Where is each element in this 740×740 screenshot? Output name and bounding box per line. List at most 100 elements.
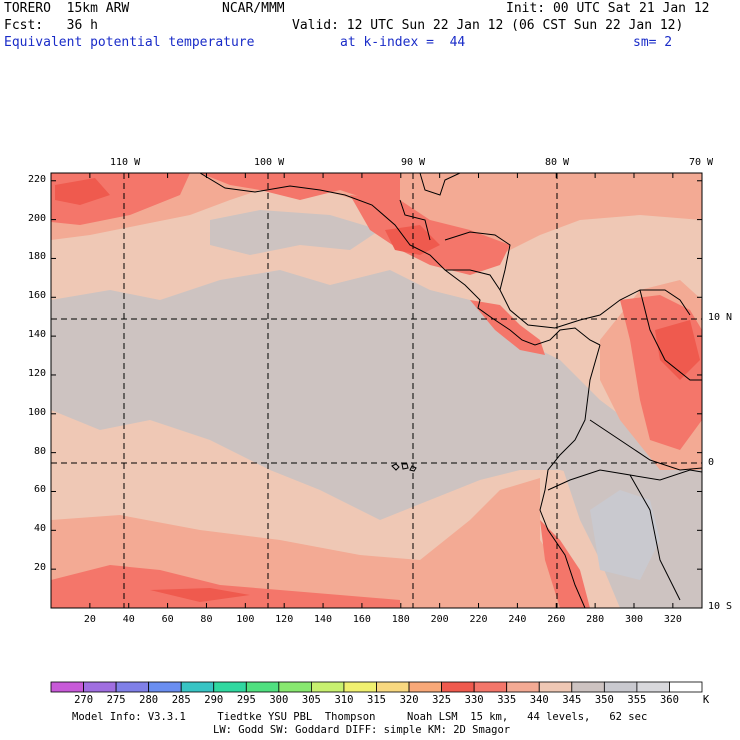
region-335-pacific-south (51, 565, 400, 608)
colorbar-swatch (115, 681, 150, 693)
colorbar-swatch (603, 681, 638, 693)
colorbar-swatch (571, 681, 605, 693)
colorbar-label: 310 (334, 694, 354, 706)
colorbar-swatch (669, 681, 703, 693)
colorbar-label: 285 (171, 694, 191, 706)
x-index-label: 300 (624, 614, 644, 625)
border-nicaragua (445, 269, 501, 291)
y-index-label: 220 (27, 173, 46, 185)
x-index-label: 140 (314, 614, 333, 625)
tick-marks (51, 173, 702, 608)
colorbar-label: 295 (236, 694, 256, 706)
colorbar-swatch (376, 681, 410, 693)
colorbar-swatch (83, 681, 117, 693)
y-index-label: 40 (33, 523, 46, 535)
x-index-label: 320 (663, 614, 682, 625)
region-330-honduras (385, 225, 440, 255)
colorbar-label: 350 (594, 694, 614, 706)
x-index-label: 120 (275, 614, 294, 625)
y-index-label: 60 (33, 484, 46, 496)
y-index-label: 140 (27, 329, 46, 341)
level-label: at k-index = 44 (340, 35, 466, 50)
x-index-label: 60 (161, 614, 174, 625)
colorbar-unit: K (702, 694, 710, 706)
region-350-north (51, 270, 702, 520)
colorbar-label: 280 (139, 694, 159, 706)
y-index-label: 200 (27, 212, 46, 224)
colorbar-swatch (50, 681, 84, 693)
x-index-label: 160 (352, 614, 371, 625)
lon-label-80w: 80 W (545, 157, 570, 168)
region-330-south (150, 588, 250, 602)
colorbar-label: 355 (627, 694, 647, 706)
colorbar-swatch (245, 681, 280, 693)
y-index-label: 80 (33, 445, 46, 457)
model-title: TORERO 15km ARW (4, 1, 130, 16)
y-index-label: 20 (33, 562, 46, 574)
coastline-south-america (539, 344, 601, 608)
coastline-caribbean (444, 231, 691, 329)
colorbar-swatch (180, 681, 215, 693)
footer-model-info: Model Info: V3.3.1 Tiedtke YSU PBL Thomp… (72, 711, 648, 723)
colorbar-swatch (506, 681, 540, 693)
y-index-label: 160 (27, 290, 46, 302)
colorbar-label: 275 (106, 694, 126, 706)
border-venezuela (639, 289, 702, 381)
colorbar-label: 325 (432, 694, 452, 706)
x-index-label: 200 (430, 614, 449, 625)
region-335-peru-coast (540, 520, 590, 608)
lat-label-0: 0 (708, 457, 715, 468)
plot-frame (50, 172, 703, 609)
forecast-hour: Fcst: 36 h (4, 18, 98, 33)
colorbar (50, 681, 703, 693)
region-330-colombia (655, 320, 700, 380)
valid-time: Valid: 12 UTC Sun 22 Jan 12 (06 CST Sun … (292, 18, 684, 33)
colorbar-label: 300 (269, 694, 289, 706)
x-index-label: 260 (547, 614, 566, 625)
x-index-label: 100 (236, 614, 255, 625)
lat-label-10n: 10 N (708, 312, 733, 323)
border-colombia-ecuador (589, 419, 702, 471)
y-index-label: 120 (27, 367, 46, 379)
coastline-gulf (419, 173, 461, 196)
colorbar-label: 305 (301, 694, 321, 706)
x-index-label: 20 (83, 614, 96, 625)
colorbar-swatch (441, 681, 475, 693)
colorbar-label: 335 (497, 694, 517, 706)
region-340-south (51, 478, 580, 608)
x-index-label: 240 (508, 614, 527, 625)
colorbar-label: 340 (529, 694, 549, 706)
colorbar-swatch (148, 681, 182, 693)
colorbar-swatch (636, 681, 670, 693)
x-index-label: 40 (122, 614, 135, 625)
region-330-north (55, 178, 110, 205)
colorbar-swatch (343, 681, 377, 693)
footer-physics-info: LW: Godd SW: Goddard DIFF: simple KM: 2D… (213, 724, 511, 736)
lat-lon-grid (51, 173, 702, 608)
coastline-mexico (199, 173, 601, 346)
border-guatemala (399, 199, 431, 241)
region-350-upper (210, 210, 380, 255)
x-index-label: 280 (586, 614, 605, 625)
colorbar-label: 320 (399, 694, 419, 706)
lon-label-110w: 110 W (110, 157, 141, 168)
colorbar-swatch (473, 681, 508, 693)
lon-label-100w: 100 W (254, 157, 285, 168)
colorbar-label: 315 (367, 694, 386, 706)
y-index-label: 100 (27, 406, 46, 418)
colorbar-label: 330 (464, 694, 484, 706)
x-index-label: 180 (391, 614, 410, 625)
colorbar-swatch (538, 681, 573, 693)
region-335-mexico-coast (200, 173, 400, 200)
colorbar-swatch (278, 681, 312, 693)
region-355-south (590, 490, 660, 580)
lon-label-90w: 90 W (401, 157, 426, 168)
x-index-label: 220 (469, 614, 488, 625)
field-plot (51, 173, 702, 608)
x-index-label: 80 (200, 614, 213, 625)
colorbar-label: 360 (659, 694, 679, 706)
colorbar-swatch (213, 681, 247, 693)
colorbar-label: 345 (562, 694, 582, 706)
colorbar-label: 270 (74, 694, 94, 706)
